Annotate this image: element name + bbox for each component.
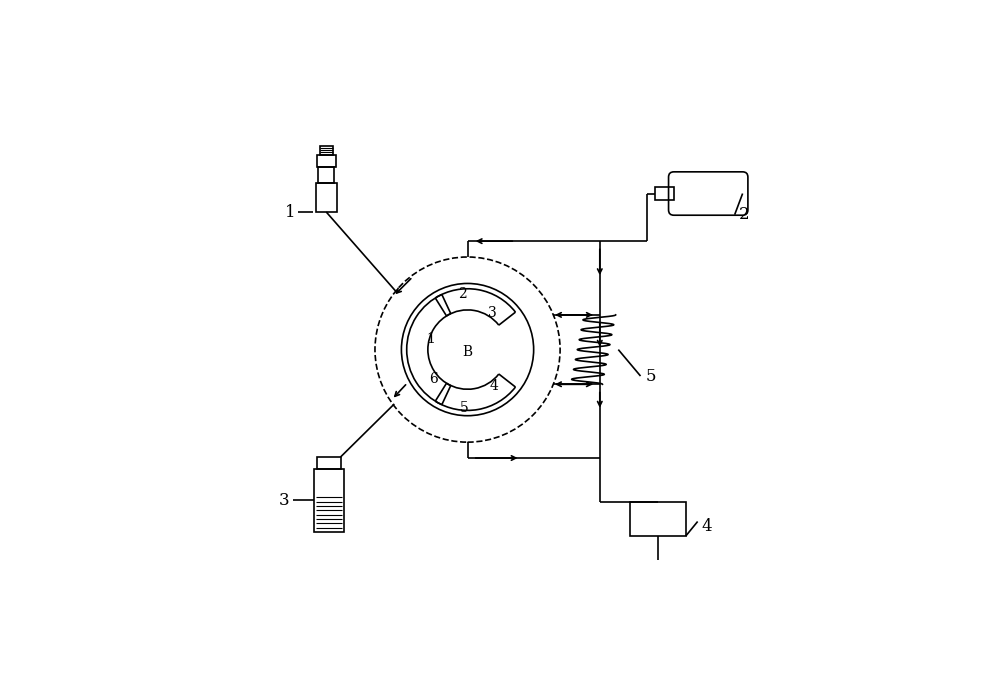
Text: 2: 2 <box>739 206 750 223</box>
Text: B: B <box>462 346 473 359</box>
Text: 3: 3 <box>488 306 497 319</box>
Text: 1: 1 <box>285 203 296 221</box>
Text: 6: 6 <box>429 372 438 385</box>
Text: 1: 1 <box>426 332 435 346</box>
Text: 5: 5 <box>459 401 468 415</box>
Text: 2: 2 <box>458 287 467 301</box>
Text: 5: 5 <box>646 368 656 385</box>
Text: 3: 3 <box>279 492 289 509</box>
Text: 4: 4 <box>490 379 498 392</box>
Text: 4: 4 <box>702 518 712 535</box>
